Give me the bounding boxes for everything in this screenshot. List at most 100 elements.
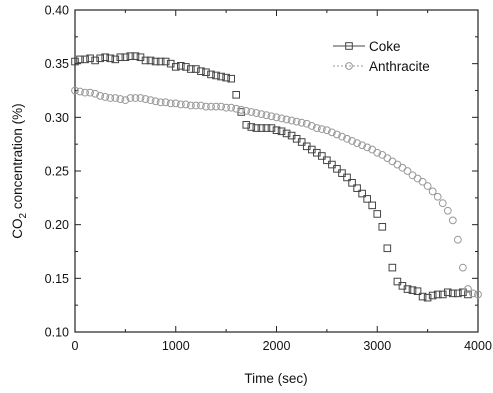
coke-data-point — [81, 55, 89, 64]
coke-data-point — [171, 63, 180, 71]
anthracite-data-point — [91, 89, 100, 98]
coke-data-point — [217, 72, 225, 81]
coke-data-point — [111, 55, 120, 64]
coke-data-point — [131, 52, 140, 60]
legend: Coke Anthracite — [333, 39, 430, 74]
anthracite-data-point — [237, 105, 246, 114]
anthracite-data-point — [333, 130, 341, 139]
anthracite-data-point — [287, 116, 296, 125]
anthracite-data-point — [111, 94, 120, 102]
anthracite-data-point — [186, 101, 195, 110]
coke-data-point — [272, 126, 281, 135]
anthracite-data-point — [247, 108, 256, 116]
anthracite-data-point — [353, 139, 362, 147]
anthracite-data-point — [418, 177, 427, 186]
y-axis: 0.10 0.15 0.20 0.25 0.30 0.35 0.40 — [45, 4, 478, 340]
anthracite-data-point — [126, 94, 135, 102]
coke-data-point — [242, 121, 251, 129]
coke-data-point — [151, 57, 160, 66]
coke-data-point — [232, 90, 240, 99]
anthracite-data-point — [101, 93, 110, 101]
anthracite-data-point — [257, 110, 266, 119]
coke-data-point — [207, 70, 215, 79]
anthracite-data-point — [81, 88, 89, 97]
anthracite-data-point — [428, 187, 437, 196]
coke-data-point — [212, 71, 220, 80]
anthracite-data-point — [448, 216, 457, 225]
coke-data-point — [202, 68, 210, 77]
legend-marker — [345, 42, 353, 50]
anthracite-data-point — [393, 160, 402, 169]
anthracite-data-point — [232, 104, 241, 113]
coke-data-point — [373, 210, 382, 218]
coke-data-point — [247, 123, 256, 131]
anthracite-data-point — [312, 124, 321, 132]
coke-data-point — [96, 54, 104, 63]
anthracite-data-point — [192, 101, 200, 110]
anthracite-data-point — [474, 290, 482, 299]
y-tick-label: 0.35 — [45, 57, 69, 71]
anthracite-data-point — [458, 263, 467, 272]
anthracite-data-point — [207, 102, 215, 111]
y-tick-label: 0.20 — [45, 218, 69, 232]
coke-data-point — [338, 169, 346, 177]
x-tick-label: 1000 — [162, 339, 190, 353]
anthracite-data-point — [242, 106, 251, 115]
coke-data-point — [106, 54, 115, 63]
anthracite-data-point — [413, 174, 422, 183]
coke-data-point — [408, 286, 417, 294]
legend-label: Anthracite — [369, 59, 430, 74]
coke-data-point — [227, 74, 235, 83]
coke-data-point — [348, 179, 356, 187]
legend-marker — [345, 62, 353, 70]
anthracite-data-point — [202, 102, 210, 111]
anthracite-data-point — [398, 163, 407, 172]
anthracite-data-point — [373, 148, 382, 157]
coke-data-point — [197, 67, 205, 75]
coke-data-point — [71, 57, 79, 66]
anthracite-data-point — [403, 167, 412, 175]
coke-data-point — [368, 201, 377, 210]
coke-data-point — [277, 127, 286, 136]
anthracite-data-point — [282, 115, 291, 124]
anthracite-data-point — [131, 94, 140, 102]
y-tick-label: 0.25 — [45, 165, 69, 179]
y-tick-label: 0.30 — [45, 111, 69, 125]
coke-data-point — [126, 52, 135, 60]
coke-data-point — [383, 244, 392, 253]
anthracite-data-point — [408, 171, 417, 180]
anthracite-data-point — [302, 119, 311, 128]
coke-data-point — [297, 138, 306, 146]
anthracite-data-point — [277, 114, 286, 123]
anthracite-data-point — [343, 134, 351, 143]
anthracite-data-point — [86, 88, 95, 97]
coke-data-point — [91, 56, 99, 65]
anthracite-data-point — [197, 101, 205, 110]
anthracite-data-point — [262, 111, 271, 120]
anthracite-data-point — [388, 157, 397, 166]
anthracite-data-point — [106, 94, 115, 102]
coke-data-point — [388, 263, 397, 272]
anthracite-data-point — [146, 96, 155, 105]
coke-data-point — [282, 129, 291, 138]
x-tick-label: 2000 — [263, 339, 291, 353]
anthracite-data-point — [469, 289, 477, 298]
coke-data-point — [116, 53, 125, 62]
x-axis-title: Time (sec) — [244, 371, 307, 386]
coke-data-point — [423, 293, 432, 302]
coke-data-point — [101, 53, 110, 62]
anthracite-data-point — [176, 100, 185, 109]
x-tick-label: 0 — [72, 339, 79, 353]
anthracite-data-point — [121, 96, 130, 105]
anthracite-data-point — [116, 95, 125, 103]
anthracite-data-point — [292, 117, 301, 126]
x-tick-label: 3000 — [363, 339, 391, 353]
coke-data-point — [318, 152, 326, 160]
anthracite-data-point — [156, 98, 165, 107]
anthracite-data-point — [307, 122, 316, 130]
coke-data-point — [187, 65, 195, 73]
coke-data-point — [328, 160, 336, 169]
anthracite-data-point — [443, 206, 452, 215]
anthracite-data-point — [76, 87, 84, 96]
